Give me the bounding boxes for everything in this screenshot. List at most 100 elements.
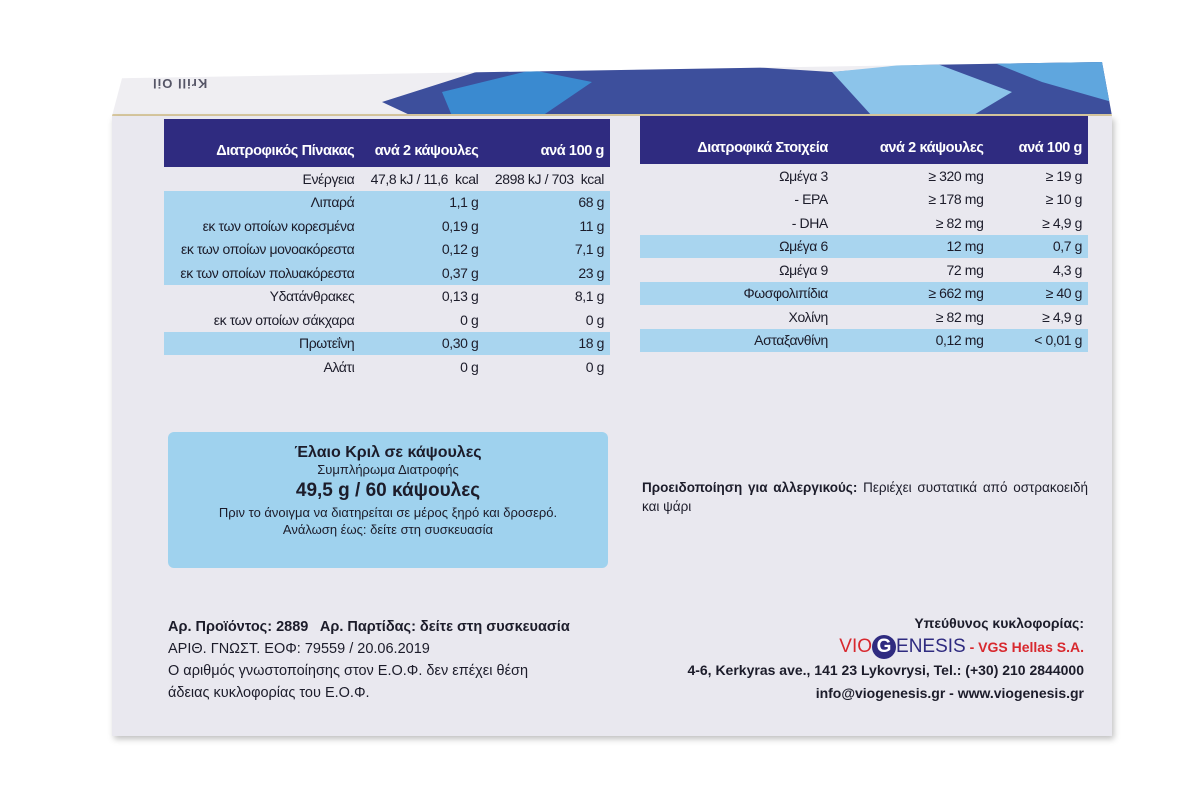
table-row: Ενέργεια 47,8 kJ / 11,6 kcal 2898 kJ / 703… <box>164 167 610 191</box>
hexagon-pattern <box>382 62 1112 114</box>
header-per100: ανά 100 g <box>484 119 610 167</box>
storage-note: Πριν το άνοιγμα να διατηρείται σε μέρος … <box>218 505 558 520</box>
eof-note-2: άδειας κυκλοφορίας του Ε.Ο.Φ. <box>168 685 370 701</box>
value-per-100g: 4,3 g <box>1052 261 1083 278</box>
header-label: Διατροφικός Πίνακας <box>164 119 361 167</box>
table-row: εκ των οποίων κορεσμένα 0,19 g 11 g <box>164 214 610 238</box>
table-row: - EPA ≥ 178 mg ≥ 10 g <box>640 188 1088 212</box>
value-per-100g: 11 g <box>484 214 610 238</box>
row-label: εκ των οποίων κορεσμένα <box>164 214 361 238</box>
row-label: εκ των οποίων μονοακόρεστα <box>164 237 361 261</box>
value-per-2-capsules: 0,30 g <box>360 331 485 355</box>
value-per-2-capsules: 0,19 g <box>360 214 485 238</box>
value-per-2-capsules: 0,13 g <box>441 288 479 305</box>
value-per-100g: 2898 kJ / 703 kcal <box>494 170 605 187</box>
value-per-100g: < 0,01 g <box>989 328 1088 352</box>
allergy-text: Περιέχει συστατικά από οστρακοειδή και ψ… <box>642 480 1089 514</box>
table-row: Λιπαρά 1,1 g 68 g <box>164 190 610 214</box>
product-info-box: Έλαιο Κριλ σε κάψουλες Συμπλήρωμα Διατρο… <box>168 432 608 568</box>
table-row: - DHA ≥ 82 mg ≥ 4,9 g <box>640 211 1088 235</box>
lid-brand: Krill Oil <box>152 76 208 91</box>
value-per-100g: 7,1 g <box>484 237 610 261</box>
row-label: Υδατάνθρακες <box>269 288 355 305</box>
table-row: Πρωτεΐνη 0,30 g 18 g <box>164 331 610 355</box>
row-label: - DHA <box>791 214 829 231</box>
table-row: εκ των οποίων πολυακόρεστα 0,37 g 23 g <box>164 261 610 285</box>
value-per-2-capsules: 0 g <box>460 311 479 328</box>
value-per-2-capsules: ≥ 320 mg <box>928 167 984 184</box>
value-per-100g: ≥ 4,9 g <box>1042 214 1082 231</box>
row-label: Ενέργεια <box>302 170 355 187</box>
row-label: Ασταξανθίνη <box>640 328 834 352</box>
eof-note-1: Ο αριθμός γνωστοποίησης στον Ε.Ο.Φ. δεν … <box>168 663 529 679</box>
table-row: Αλάτι 0 g 0 g <box>164 355 610 379</box>
row-label: Ωμέγα 9 <box>779 261 828 278</box>
product-number: Αρ. Προϊόντος: 2889 Αρ. Παρτίδας: δείτε … <box>168 619 570 635</box>
table-row: εκ των οποίων μονοακόρεστα 0,12 g 7,1 g <box>164 237 610 261</box>
box-back-panel: Διατροφικός Πίνακας ανά 2 κάψουλες ανά 100… <box>112 116 1112 736</box>
table-row: Ωμέγα 9 72 mg 4,3 g <box>640 258 1088 282</box>
product-quantity: 49,5 g / 60 κάψουλες <box>295 480 481 501</box>
value-per-100g: 0,7 g <box>989 234 1088 258</box>
eof-number: ΑΡΙΘ. ΓΝΩΣΤ. ΕΟΦ: 79559 / 20.06.2019 <box>168 641 430 657</box>
row-label: Λιπαρά <box>164 190 361 214</box>
elements-table: Διατροφικά Στοιχεία ανά 2 κάψουλες ανά 100… <box>640 116 1088 352</box>
value-per-2-capsules: ≥ 662 mg <box>833 281 990 305</box>
value-per-2-capsules: 0,12 g <box>360 237 485 261</box>
row-label: Χολίνη <box>788 308 829 325</box>
allergy-warning: Προειδοποίηση για αλλεργικούς: Περιέχει … <box>642 478 1088 516</box>
viogenesis-logo: VIO G ENESIS <box>839 635 966 659</box>
value-per-100g: ≥ 4,9 g <box>1042 308 1082 325</box>
row-label: εκ των οποίων σάκχαρα <box>213 311 355 328</box>
product-subtitle: Συμπλήρωμα Διατροφής <box>317 462 459 477</box>
allergy-label: Προειδοποίηση για αλλεργικούς: <box>642 480 858 495</box>
value-per-2-capsules: ≥ 82 mg <box>935 214 984 231</box>
header-label: Διατροφικά Στοιχεία <box>640 116 834 164</box>
row-label: - EPA <box>794 191 828 208</box>
value-per-100g: 0 g <box>585 311 605 328</box>
value-per-2-capsules: ≥ 178 mg <box>928 191 984 208</box>
address: 4-6, Kerkyras ave., 141 23 Lykovrysi, Te… <box>687 662 1084 678</box>
row-label: Πρωτεΐνη <box>164 331 361 355</box>
value-per-2-capsules: 47,8 kJ / 11,6 kcal <box>370 170 479 187</box>
row-label: Ωμέγα 3 <box>779 167 828 184</box>
row-label: Αλάτι <box>323 358 355 375</box>
row-label: Φωσφολιπίδια <box>640 281 834 305</box>
value-per-100g: 8,1 g <box>574 288 605 305</box>
table-row: Ασταξανθίνη 0,12 mg < 0,01 g <box>640 328 1088 352</box>
value-per-100g: 18 g <box>484 331 610 355</box>
header-per100: ανά 100 g <box>989 116 1088 164</box>
table-row: Χολίνη ≥ 82 mg ≥ 4,9 g <box>640 305 1088 329</box>
value-per-2-capsules: ≥ 82 mg <box>935 308 984 325</box>
nutrition-table: Διατροφικός Πίνακας ανά 2 κάψουλες ανά 100… <box>164 119 610 379</box>
table-row: Ωμέγα 6 12 mg 0,7 g <box>640 234 1088 258</box>
value-per-2-capsules: 1,1 g <box>360 190 485 214</box>
company-name: - VGS Hellas S.A. <box>969 639 1084 655</box>
value-per-100g: ≥ 10 g <box>1045 191 1083 208</box>
table-row: Υδατάνθρακες 0,13 g 8,1 g <box>164 285 610 309</box>
value-per-2-capsules: 12 mg <box>833 234 990 258</box>
value-per-2-capsules: 0 g <box>460 358 479 375</box>
value-per-100g: 23 g <box>484 261 610 285</box>
header-per2: ανά 2 κάψουλες <box>360 119 485 167</box>
web-email: info@viogenesis.gr - www.viogenesis.gr <box>815 685 1084 701</box>
box-lid: Krill Oil <box>112 62 1112 116</box>
value-per-2-capsules: 0,37 g <box>360 261 485 285</box>
value-per-100g: 68 g <box>484 190 610 214</box>
expiry-note: Ανάλωση έως: δείτε στη συσκευασία <box>282 522 494 537</box>
table-row: Ωμέγα 3 ≥ 320 mg ≥ 19 g <box>640 164 1088 188</box>
distributor-heading: Υπεύθυνος κυκλοφορίας: <box>914 615 1084 631</box>
value-per-100g: 0 g <box>585 358 605 375</box>
table-row: Φωσφολιπίδια ≥ 662 mg ≥ 40 g <box>640 281 1088 305</box>
header-per2: ανά 2 κάψουλες <box>833 116 990 164</box>
table-row: εκ των οποίων σάκχαρα 0 g 0 g <box>164 308 610 332</box>
value-per-100g: ≥ 40 g <box>989 281 1088 305</box>
value-per-2-capsules: 0,12 mg <box>833 328 990 352</box>
product-codes: Αρ. Προϊόντος: 2889 Αρ. Παρτίδας: δείτε … <box>168 616 570 704</box>
row-label: εκ των οποίων πολυακόρεστα <box>164 261 361 285</box>
value-per-2-capsules: 72 mg <box>946 261 984 278</box>
distributor-contact: Υπεύθυνος κυκλοφορίας: VIO G ENESIS - VGS … <box>687 612 1084 705</box>
row-label: Ωμέγα 6 <box>640 234 834 258</box>
value-per-100g: ≥ 19 g <box>1045 167 1083 184</box>
product-title: Έλαιο Κριλ σε κάψουλες <box>294 444 482 461</box>
